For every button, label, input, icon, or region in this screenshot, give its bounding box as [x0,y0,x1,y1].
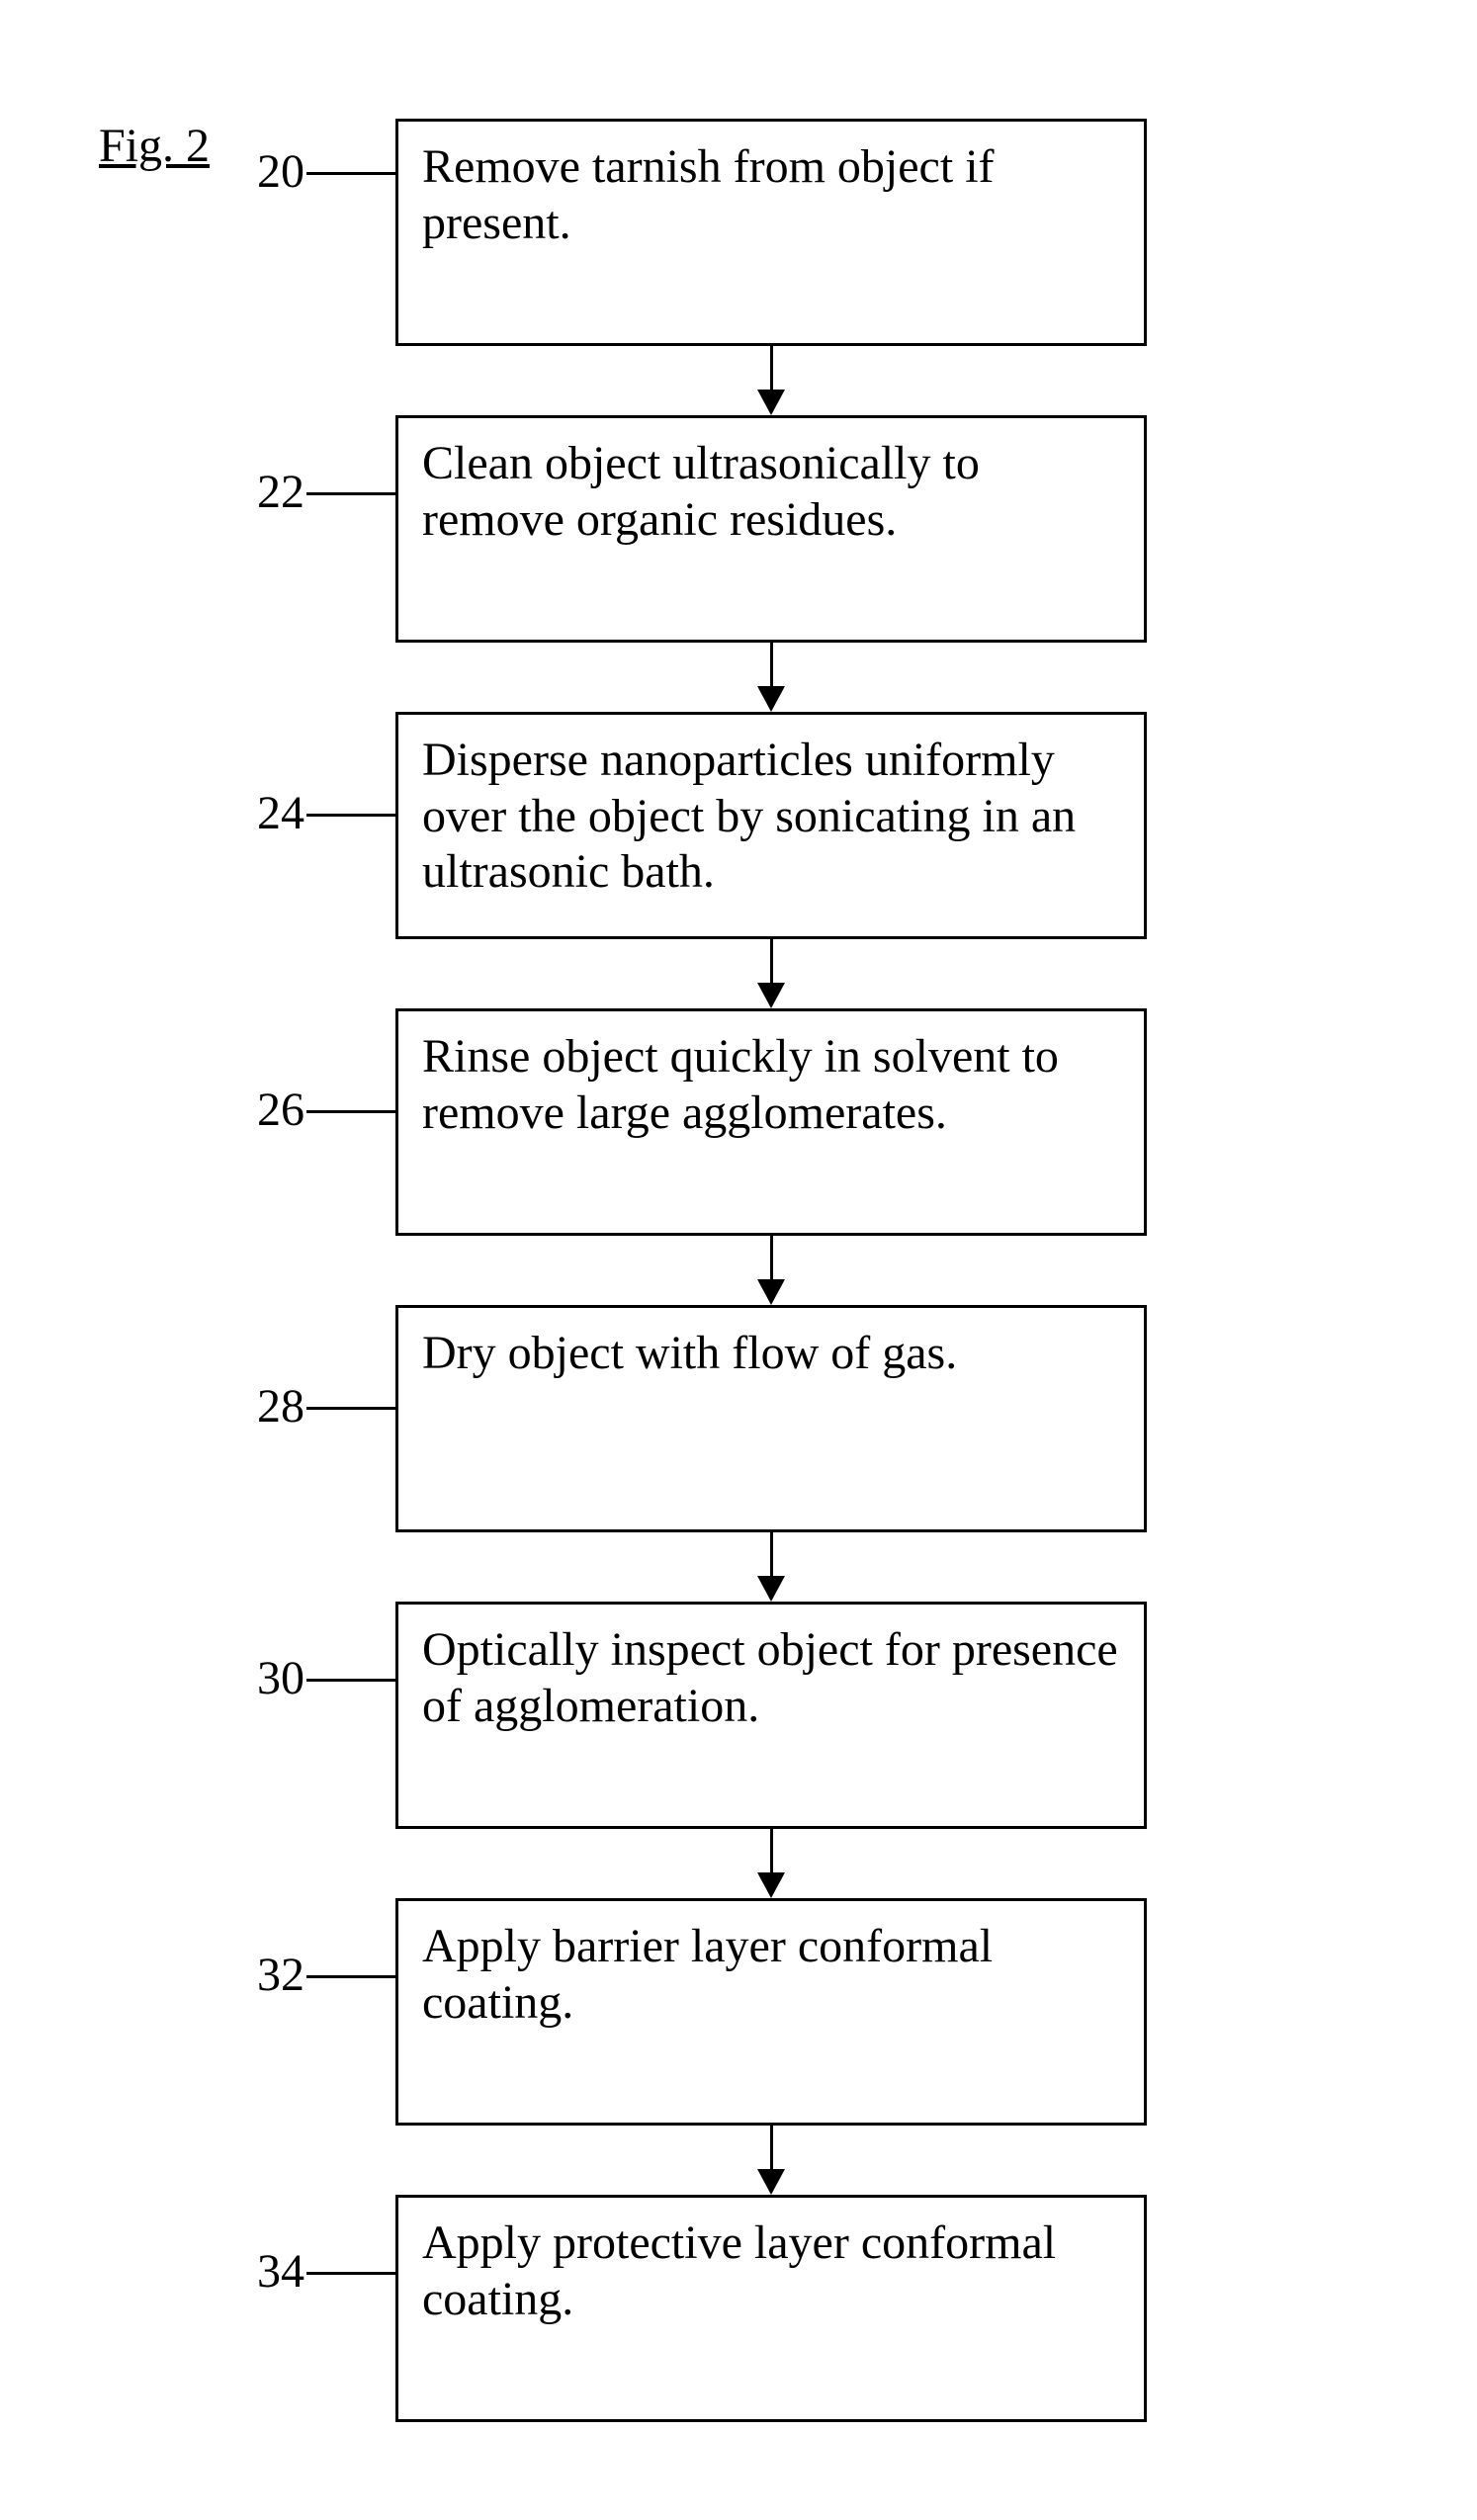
flow-arrow-head-3 [757,983,785,1008]
flowchart-page: Fig. 2 20 Remove tarnish from object if … [0,0,1477,2520]
step-number-32: 32 [235,1948,304,2002]
flow-arrow-line-5 [770,1532,773,1576]
step-connector-26 [306,1110,395,1113]
flow-arrow-head-2 [757,686,785,712]
step-number-22: 22 [235,465,304,519]
flow-arrow-line-7 [770,2126,773,2169]
step-connector-20 [306,172,395,175]
step-number-28: 28 [235,1379,304,1434]
flow-arrow-head-1 [757,390,785,415]
step-connector-28 [306,1407,395,1410]
step-connector-32 [306,1975,395,1978]
flow-arrow-line-6 [770,1829,773,1872]
step-box-24: Disperse nanoparticles uniformly over th… [395,712,1147,939]
flow-arrow-line-1 [770,346,773,390]
step-connector-24 [306,814,395,817]
step-number-20: 20 [235,144,304,199]
step-box-22: Clean object ultrasonically to remove or… [395,415,1147,643]
step-number-34: 34 [235,2244,304,2299]
flow-arrow-head-6 [757,1872,785,1898]
step-number-24: 24 [235,786,304,840]
step-number-30: 30 [235,1651,304,1705]
step-connector-34 [306,2272,395,2275]
flow-arrow-head-7 [757,2169,785,2195]
step-box-20: Remove tarnish from object if present. [395,119,1147,346]
flow-arrow-head-5 [757,1576,785,1602]
step-connector-22 [306,492,395,495]
flow-arrow-head-4 [757,1279,785,1305]
flow-arrow-line-3 [770,939,773,983]
step-connector-30 [306,1679,395,1682]
step-box-34: Apply protective layer conformal coating… [395,2195,1147,2422]
step-box-26: Rinse object quickly in solvent to remov… [395,1008,1147,1236]
step-box-30: Optically inspect object for presence of… [395,1602,1147,1829]
flow-arrow-line-4 [770,1236,773,1279]
step-box-32: Apply barrier layer conformal coating. [395,1898,1147,2126]
step-number-26: 26 [235,1083,304,1137]
step-box-28: Dry object with flow of gas. [395,1305,1147,1532]
figure-label: Fig. 2 [99,119,210,173]
flow-arrow-line-2 [770,643,773,686]
